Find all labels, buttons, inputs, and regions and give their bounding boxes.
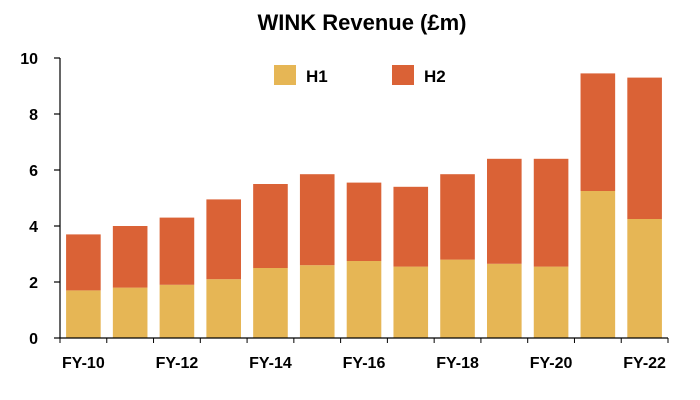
y-tick-label: 10	[20, 51, 38, 68]
bar-h2-fy-14	[253, 184, 288, 268]
x-tick-label: FY-16	[343, 355, 386, 372]
y-tick-label: 2	[29, 275, 38, 292]
bar-h2-fy-13	[206, 199, 241, 280]
y-tick-label: 8	[29, 107, 38, 124]
bar-h1-fy-17	[393, 266, 429, 338]
bar-h1-fy-10	[66, 290, 101, 338]
axes: 0 2 4 6 8 10 FY-10 FY-12 FY-14 FY-16 FY-18 FY-20 FY-…	[20, 51, 669, 372]
bar-h2-fy-20	[533, 158, 569, 267]
x-tick-label: FY-12	[156, 355, 199, 372]
bar-h1-fy-12	[159, 284, 195, 338]
bar-h1-fy-11	[112, 287, 148, 338]
chart-title: WINK Revenue (£m)	[257, 10, 466, 35]
bar-h2-fy-18	[440, 174, 475, 260]
legend-label-h2: H2	[424, 67, 446, 86]
legend-swatch-h2	[392, 65, 414, 85]
bar-h1-fy-14	[253, 268, 288, 338]
bar-h1-fy-15	[299, 265, 335, 338]
legend-swatch-h1	[274, 65, 296, 85]
bar-h2-fy-12	[159, 217, 195, 285]
legend-label-h1: H1	[306, 67, 328, 86]
bars	[66, 73, 662, 338]
bar-h2-fy-15	[299, 174, 335, 266]
bar-h2-fy-21	[580, 73, 616, 191]
bar-h2-fy-11	[112, 226, 148, 288]
bar-h2-fy-17	[393, 186, 429, 267]
x-tick-label: FY-22	[623, 355, 666, 372]
y-tick-label: 0	[29, 331, 38, 348]
bar-h1-fy-13	[206, 279, 241, 338]
x-tick-label: FY-20	[530, 355, 573, 372]
bar-h2-fy-16	[346, 182, 382, 261]
bar-h2-fy-22	[627, 77, 662, 219]
x-tick-label: FY-14	[249, 355, 292, 372]
bar-h1-fy-22	[627, 219, 662, 338]
bar-h1-fy-21	[580, 191, 616, 338]
bar-h1-fy-19	[487, 263, 522, 338]
bar-h2-fy-19	[487, 158, 522, 264]
bar-h1-fy-16	[346, 261, 382, 338]
legend: H1 H2	[274, 65, 446, 86]
x-tick-label: FY-10	[62, 355, 105, 372]
x-tick-label: FY-18	[436, 355, 479, 372]
bar-h2-fy-10	[66, 234, 101, 291]
y-tick-label: 4	[29, 219, 38, 236]
y-tick-label: 6	[29, 163, 38, 180]
bar-h1-fy-18	[440, 259, 475, 338]
bar-h1-fy-20	[533, 266, 569, 338]
